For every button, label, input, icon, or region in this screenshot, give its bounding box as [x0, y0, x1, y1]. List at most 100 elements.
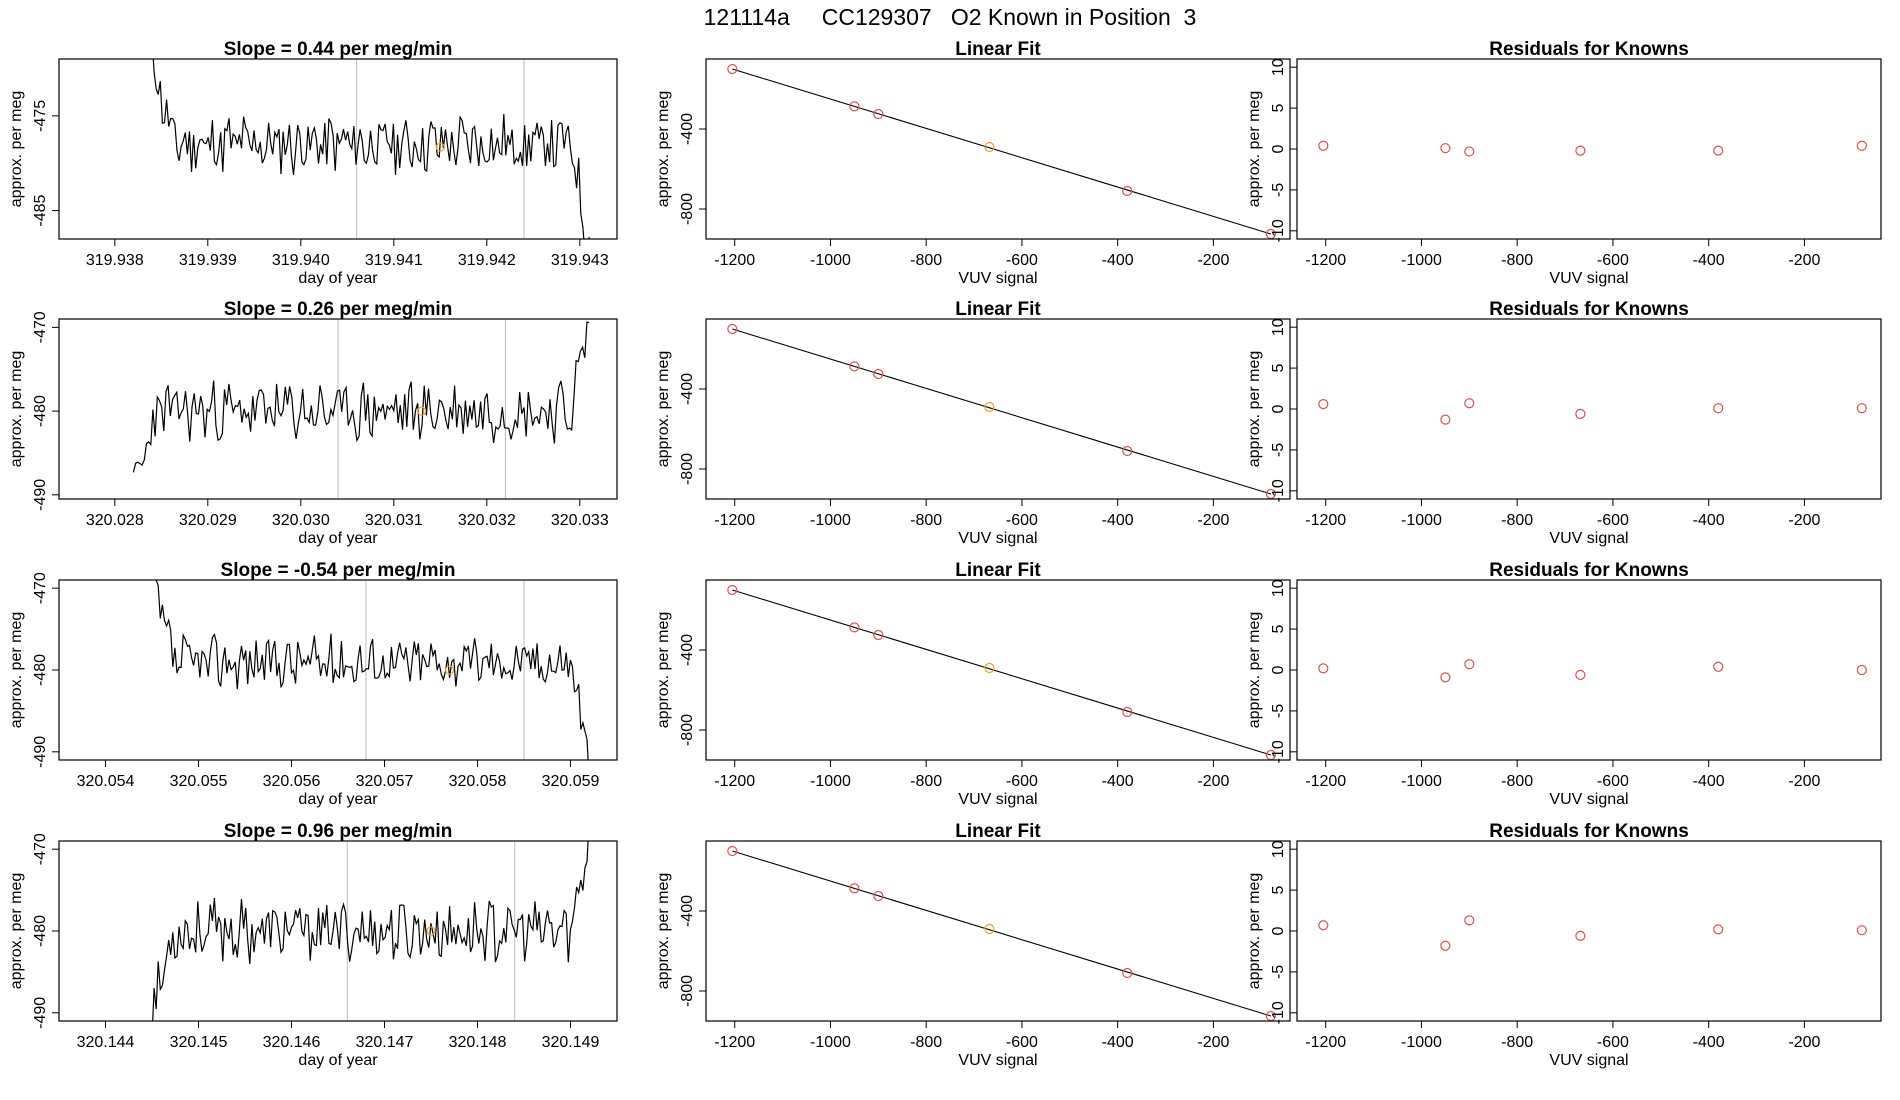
data-layer	[1318, 659, 1867, 683]
data-layer	[155, 580, 589, 760]
panel-title: Linear Fit	[955, 821, 1041, 842]
x-tick-label: -400	[1693, 252, 1725, 269]
x-tick-label: 320.057	[356, 773, 414, 790]
x-tick-label: -200	[1197, 1034, 1229, 1051]
data-point	[1122, 185, 1133, 197]
x-tick-label: -400	[1693, 512, 1725, 529]
panel-r0-c2: Residuals for Knowns -1200 -1000 -800 -600 -4…	[1246, 39, 1882, 287]
data-point	[849, 883, 860, 894]
highlight-point	[445, 665, 455, 675]
data-series-line	[152, 59, 590, 239]
x-tick-label: 320.029	[179, 512, 237, 529]
y-tick-label: 10	[1270, 840, 1287, 858]
x-tick-label: 320.030	[272, 512, 330, 529]
page-title: 121114a CC129307 O2 Known in Position 3	[703, 4, 1197, 30]
x-tick-label: 320.147	[356, 1034, 414, 1051]
data-layer	[1318, 140, 1867, 157]
x-axis-label: day of year	[298, 1052, 378, 1069]
plot-frame	[1296, 840, 1882, 1022]
x-tick-label: -400	[1693, 773, 1725, 790]
data-layer	[1318, 915, 1867, 951]
x-tick-label: 319.943	[551, 252, 609, 269]
y-tick-label: -800	[679, 453, 696, 485]
x-tick-label: -400	[1102, 1034, 1134, 1051]
panel-r0-c0: Slope = 0.44 per meg/min 319.938 319.939 31…	[8, 39, 618, 287]
y-tick-label: -5	[1270, 443, 1287, 457]
data-point	[1440, 143, 1451, 154]
panel-r2-c2: Residuals for Knowns -1200 -1000 -800 -600 -4…	[1246, 560, 1882, 808]
y-axis-label: approx. per meg	[1246, 612, 1263, 729]
data-point	[1440, 672, 1451, 683]
x-tick-label: -800	[1501, 773, 1533, 790]
x-axis-label: VUV signal	[958, 530, 1037, 547]
x-tick-label: -200	[1788, 512, 1820, 529]
plot-frame	[1296, 58, 1882, 240]
x-tick-label: -200	[1197, 252, 1229, 269]
data-point	[849, 622, 860, 633]
data-point	[1440, 414, 1451, 425]
data-point	[873, 629, 884, 641]
y-tick-label: -470	[32, 833, 49, 865]
y-tick-label: -470	[32, 311, 49, 343]
y-tick-label: 10	[1270, 318, 1287, 336]
y-axis-label: approx. per meg	[1246, 873, 1263, 990]
x-axis-label: VUV signal	[958, 791, 1037, 808]
data-layer	[1318, 398, 1867, 425]
x-axis-label: day of year	[298, 530, 378, 547]
x-tick-label: 320.031	[365, 512, 423, 529]
x-tick-label: -1000	[810, 252, 851, 269]
y-tick-label: 5	[1270, 104, 1287, 113]
x-tick-label: 320.033	[551, 512, 609, 529]
data-point	[1318, 398, 1329, 410]
x-tick-label: 319.938	[86, 252, 144, 269]
x-tick-label: 320.028	[86, 512, 144, 529]
data-layer	[727, 323, 1276, 499]
x-axis-label: VUV signal	[1549, 270, 1628, 287]
x-tick-label: 320.032	[458, 512, 516, 529]
x-tick-label: -400	[1102, 512, 1134, 529]
x-tick-label: -600	[1006, 773, 1038, 790]
x-tick-label: -1000	[1401, 773, 1442, 790]
x-axis-label: VUV signal	[958, 1052, 1037, 1069]
data-point	[727, 845, 738, 857]
data-point	[1856, 925, 1867, 936]
x-axis-label: VUV signal	[1549, 1052, 1628, 1069]
data-point	[1464, 659, 1475, 670]
fit-line	[732, 68, 1272, 235]
panel-r1-c1: Linear Fit -1200 -1000 -800 -600 -400 -200 VUV …	[655, 299, 1291, 547]
x-tick-label: -200	[1197, 773, 1229, 790]
plot-frame	[58, 318, 618, 500]
x-tick-label: -600	[1597, 773, 1629, 790]
data-point	[1122, 967, 1133, 979]
y-tick-label: -800	[679, 714, 696, 746]
data-point	[849, 361, 860, 372]
x-tick-label: -600	[1006, 252, 1038, 269]
panel-title: Linear Fit	[955, 560, 1041, 581]
x-tick-label: 319.939	[179, 252, 237, 269]
x-tick-label: -1200	[1305, 512, 1346, 529]
y-tick-label: -10	[1270, 479, 1287, 502]
y-tick-label: -470	[32, 572, 49, 604]
panel-r1-c2: Residuals for Knowns -1200 -1000 -800 -600 -4…	[1246, 299, 1882, 547]
panel-title: Slope = -0.54 per meg/min	[221, 560, 456, 581]
data-point	[1464, 398, 1475, 409]
data-point	[1318, 140, 1329, 151]
data-point	[1713, 924, 1724, 935]
y-axis-label: approx. per meg	[655, 612, 672, 729]
x-tick-label: -1200	[714, 252, 755, 269]
y-tick-label: 0	[1270, 404, 1287, 413]
x-tick-label: -600	[1597, 1034, 1629, 1051]
y-axis-label: approx. per meg	[8, 91, 25, 208]
x-tick-label: 320.059	[542, 773, 600, 790]
x-tick-label: 320.056	[263, 773, 321, 790]
x-tick-label: -1200	[714, 1034, 755, 1051]
plot-frame	[58, 840, 618, 1022]
data-point	[1575, 930, 1586, 942]
x-tick-label: -800	[910, 773, 942, 790]
y-tick-label: -5	[1270, 704, 1287, 718]
x-tick-label: -1200	[714, 512, 755, 529]
plot-frame	[1296, 579, 1882, 761]
x-tick-label: -1000	[810, 1034, 851, 1051]
panel-title: Linear Fit	[955, 39, 1041, 60]
y-tick-label: -5	[1270, 965, 1287, 979]
